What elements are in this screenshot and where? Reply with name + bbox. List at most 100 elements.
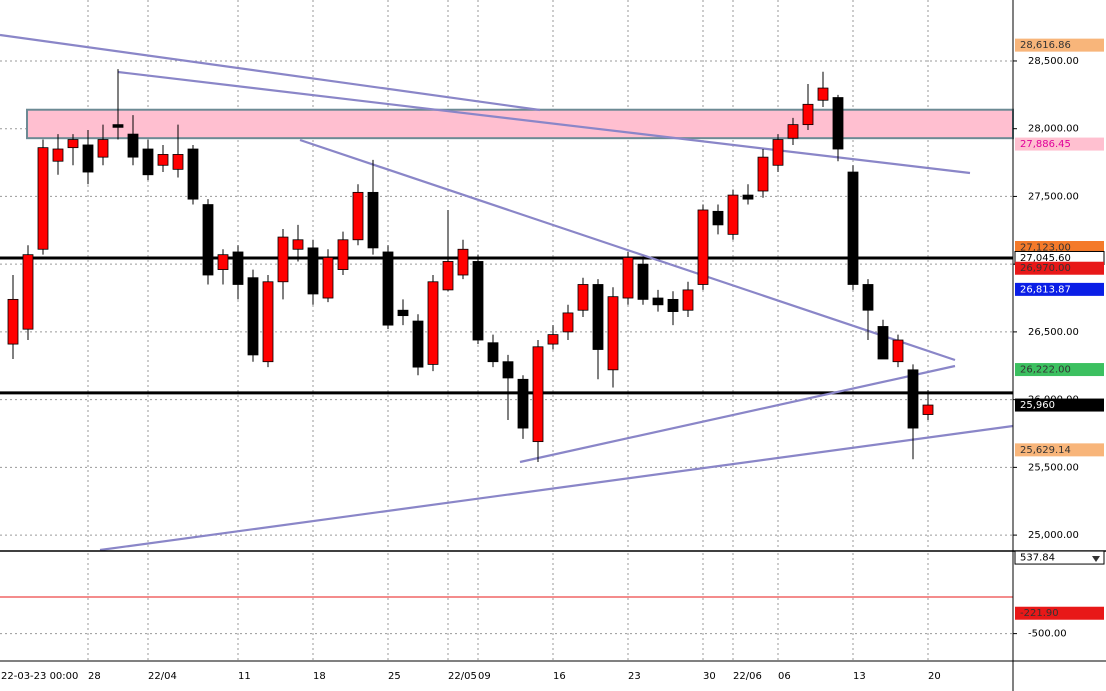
price-label-box — [1015, 443, 1104, 457]
candle-body — [862, 284, 874, 311]
zone — [26, 108, 1014, 140]
trendline — [519, 364, 956, 464]
candle-body — [517, 378, 529, 429]
price-label-box — [1015, 282, 1104, 296]
y-tick-label: 28,500.00 — [1028, 56, 1079, 67]
price-label-box — [1015, 38, 1104, 52]
candle-body — [637, 263, 649, 300]
candle-body — [97, 139, 109, 158]
x-tick-label: 30 — [703, 671, 716, 682]
x-tick-label: 22/04 — [148, 671, 177, 682]
candle-body — [412, 320, 424, 368]
candle-body — [562, 312, 574, 333]
trendline — [299, 138, 956, 362]
candle-body — [667, 298, 679, 312]
axis-labels: 22-03-23 00:00 28 22/04 11 18 25 22/05 09 16 23 30… — [1, 38, 1105, 682]
x-tick-label: 23 — [628, 671, 641, 682]
candle-body — [217, 254, 229, 270]
candle-body — [652, 297, 664, 306]
price-label-box — [1015, 398, 1104, 412]
candle-body — [322, 256, 334, 299]
candle-body — [262, 281, 274, 363]
candle-body — [397, 309, 409, 317]
candle-body — [922, 404, 934, 415]
candle-body — [502, 361, 514, 379]
price-label: 537.84 — [1020, 553, 1055, 564]
candle-body — [907, 369, 919, 429]
candle-body — [532, 346, 544, 443]
price-label: 26,222.00 — [1020, 365, 1071, 376]
price-label: 28,616.86 — [1020, 40, 1071, 51]
candle-body — [592, 284, 604, 350]
candle-body — [547, 334, 559, 345]
candle-body — [382, 251, 394, 326]
candle-body — [202, 204, 214, 276]
back-layer — [0, 0, 1014, 660]
dropdown-arrow[interactable] — [1092, 556, 1100, 562]
x-tick-label: 28 — [88, 671, 101, 682]
x-tick-label: 09 — [478, 671, 491, 682]
candle-body — [187, 148, 199, 200]
candle-body — [697, 209, 709, 285]
price-label: 25,629.14 — [1020, 445, 1071, 456]
x-tick-label: 11 — [238, 671, 251, 682]
candle-body — [802, 103, 814, 126]
candle-body — [472, 261, 484, 341]
candle-body — [892, 339, 904, 363]
price-label: -221.90 — [1020, 608, 1059, 619]
candle-body — [682, 289, 694, 311]
candle-body — [847, 171, 859, 285]
trendline — [0, 33, 541, 112]
candle-body — [22, 254, 34, 330]
y-tick-label: 28,000.00 — [1028, 124, 1079, 135]
price-label: 27,886.45 — [1020, 139, 1071, 150]
candle-body — [277, 236, 289, 283]
price-label: 27,123.00 — [1020, 243, 1071, 254]
candle-body — [82, 144, 94, 173]
candle-body — [607, 296, 619, 371]
candle-body — [577, 284, 589, 311]
candle-body — [52, 148, 64, 162]
x-tick-label: 22/06 — [733, 671, 762, 682]
candle-body — [157, 154, 169, 166]
y-tick-label: 26,500.00 — [1028, 327, 1079, 338]
x-tick-label: 20 — [928, 671, 941, 682]
price-label: 26,970.00 — [1020, 263, 1071, 274]
candle-body — [787, 124, 799, 139]
candle-body — [427, 281, 439, 365]
candle-body — [337, 239, 349, 270]
price-label-box — [1015, 241, 1104, 254]
candle-body — [622, 256, 634, 299]
trendline — [99, 424, 1014, 552]
x-tick-label: 22-03-23 00:00 — [1, 671, 78, 682]
x-tick-label: 18 — [313, 671, 326, 682]
candle-body — [742, 194, 754, 200]
trendline — [117, 70, 971, 175]
candle-body — [727, 194, 739, 235]
candle-body — [112, 124, 124, 128]
candle-body — [292, 239, 304, 250]
x-tick-label: 06 — [778, 671, 791, 682]
x-tick-label: 22/05 — [448, 671, 477, 682]
price-label-box — [1014, 550, 1105, 565]
candle-body — [142, 148, 154, 176]
candle-body — [487, 342, 499, 363]
y-tick-label: -500.00 — [1028, 629, 1067, 640]
trendlines — [0, 33, 1014, 552]
candle-body — [7, 298, 19, 345]
candle-body — [37, 147, 49, 250]
x-tick-label: 13 — [853, 671, 866, 682]
candle-body — [757, 156, 769, 192]
candle-body — [877, 326, 889, 360]
candle-body — [367, 191, 379, 249]
candle-body — [772, 139, 784, 166]
y-tick-label: 25,500.00 — [1028, 462, 1079, 473]
candle-body — [457, 248, 469, 276]
candle-body — [712, 210, 724, 226]
price-label-box — [1015, 363, 1104, 377]
price-label-box — [1015, 137, 1104, 151]
front-layer — [7, 69, 934, 462]
price-label: 25,960 — [1020, 400, 1055, 411]
candle-body — [352, 191, 364, 241]
